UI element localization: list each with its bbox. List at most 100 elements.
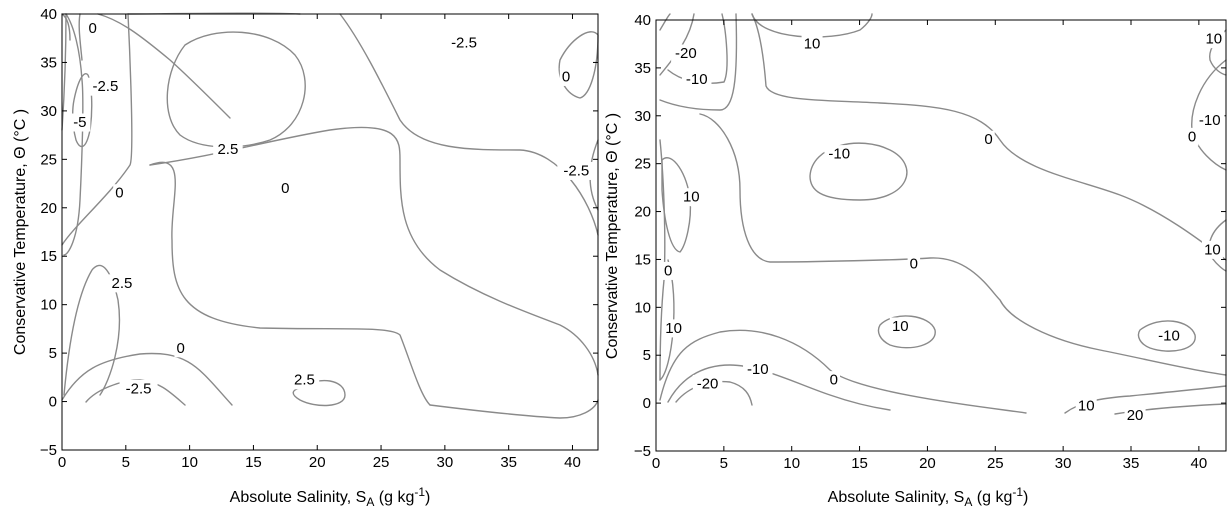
contour-level-label: -20 (675, 45, 697, 62)
contour-level-label: 0 (88, 20, 96, 37)
contour-level-label: 10 (804, 35, 821, 52)
left-plot-frame (61, 13, 599, 451)
contour-line (61, 13, 133, 246)
contour-label-background (1194, 111, 1225, 130)
y-tick-label: 5 (49, 345, 57, 362)
left-y-axis-label: Conservative Temperature, Θ (°C ) (12, 109, 29, 355)
x-tick-label: 5 (122, 454, 130, 471)
x-tick-label: 30 (1055, 455, 1072, 472)
right-x-axis-ticks: 0 5 10 15 20 25 30 35 40 (652, 20, 1207, 472)
contour-line (61, 352, 233, 406)
contour-label-background (692, 374, 723, 393)
y-tick-label: 30 (634, 108, 651, 125)
contour-line (659, 139, 666, 381)
right-x-axis-label: Absolute Salinity, SA (g kg-1) (828, 485, 1029, 509)
contour-line (1137, 320, 1196, 352)
left-x-axis-label: Absolute Salinity, SA (g kg-1) (230, 485, 431, 509)
contour-label-background (827, 371, 841, 390)
contour-label-background (1203, 30, 1225, 49)
right-plot-frame (655, 19, 1227, 452)
contour-level-label: 10 (665, 320, 682, 337)
left-contours (61, 12, 599, 419)
y-tick-label: 40 (634, 12, 651, 29)
contour-label-background (113, 184, 126, 203)
contour-line (659, 329, 1027, 414)
y-tick-label: 35 (634, 60, 651, 77)
x-tick-label: 20 (309, 454, 326, 471)
contour-level-label: 10 (683, 189, 700, 206)
y-tick-label: 25 (634, 156, 651, 173)
contour-level-label: -2.5 (563, 162, 589, 179)
contour-level-label: -20 (697, 375, 719, 392)
contour-level-label: 2.5 (112, 275, 133, 292)
contour-line (1114, 403, 1227, 415)
contour-level-label: 0 (664, 262, 672, 279)
contour-level-label: 0 (1188, 128, 1196, 145)
contour-line (675, 380, 753, 406)
left-y-axis-ticks: −5 0 5 10 15 20 25 30 35 40 (40, 6, 598, 459)
y-tick-label: −5 (634, 443, 651, 460)
contour-label-background (119, 379, 158, 398)
contour-line (659, 13, 738, 111)
contour-level-label: 0 (984, 131, 992, 148)
contour-label-background (1075, 396, 1097, 415)
contour-label-background (681, 70, 712, 89)
x-tick-label: 25 (373, 454, 390, 471)
contour-level-label: -5 (73, 114, 86, 131)
y-tick-label: −5 (40, 442, 57, 459)
contour-line (751, 13, 873, 38)
y-tick-label: 10 (634, 299, 651, 316)
contour-line (558, 31, 599, 99)
contour-line (659, 13, 671, 31)
contour-label-background (1124, 406, 1146, 425)
right-y-axis-ticks: −5 0 5 10 15 20 25 30 35 40 (634, 12, 1226, 460)
contour-line (751, 13, 1227, 261)
x-tick-label: 10 (783, 455, 800, 472)
contour-line (61, 13, 67, 131)
y-tick-label: 10 (40, 297, 57, 314)
contour-level-label: 2.5 (217, 141, 238, 158)
x-tick-label: 0 (58, 454, 66, 471)
x-tick-label: 25 (987, 455, 1004, 472)
contour-line (877, 315, 936, 349)
contour-label-background (86, 77, 125, 96)
contour-label-background (174, 339, 187, 358)
contour-label-background (907, 255, 921, 274)
contour-line (61, 13, 71, 41)
right-y-axis-label: Conservative Temperature, Θ (°C ) (604, 113, 621, 359)
y-tick-label: 20 (40, 200, 57, 217)
contour-level-label: -10 (686, 71, 708, 88)
contour-label-background (107, 274, 137, 293)
y-tick-label: 15 (634, 251, 651, 268)
left-contour-labels: 0 -2.5 -5 2.5 0 -2.5 0 -2.5 0 2.5 0 -2.5 2.5 (69, 19, 596, 398)
contour-level-label: -10 (1158, 328, 1180, 345)
contour-label-background (663, 319, 685, 338)
y-tick-label: 0 (643, 395, 651, 412)
contour-label-background (982, 130, 995, 149)
contour-label-background (661, 261, 675, 280)
y-tick-label: 5 (643, 347, 651, 364)
contour-line (667, 13, 728, 84)
contour-level-label: -10 (747, 361, 769, 378)
x-tick-label: 35 (1123, 455, 1140, 472)
y-tick-label: 25 (40, 151, 57, 168)
contour-line (661, 157, 692, 253)
contour-line (78, 13, 83, 61)
contour-label-background (1154, 327, 1184, 346)
x-tick-label: 30 (437, 454, 454, 471)
contour-line (699, 113, 1227, 376)
contour-label-background (1201, 240, 1223, 259)
y-tick-label: 40 (40, 6, 57, 23)
contour-label-background (559, 67, 573, 86)
contour-level-label: 0 (177, 340, 185, 357)
y-tick-label: 35 (40, 54, 57, 71)
contour-label-background (680, 188, 702, 207)
contour-level-label: 0 (281, 180, 289, 197)
left-x-axis-ticks: 0 5 10 15 20 25 30 35 40 (58, 14, 581, 471)
contour-level-label: -2.5 (92, 78, 118, 95)
x-tick-label: 15 (851, 455, 868, 472)
contour-line (667, 364, 891, 411)
